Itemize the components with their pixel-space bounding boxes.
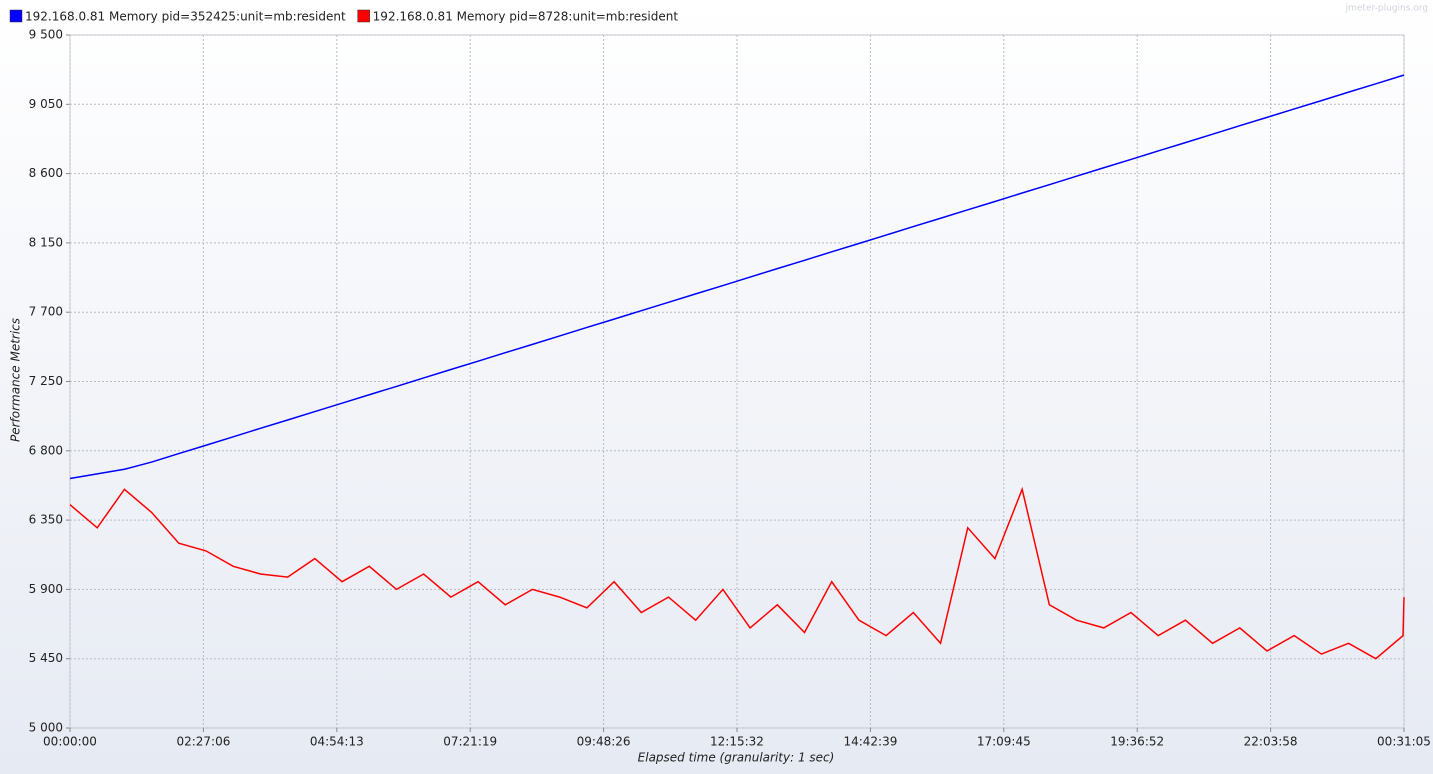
y-tick-label: 7 700 — [29, 305, 63, 319]
x-tick-label: 04:54:13 — [310, 735, 364, 749]
watermark: jmeter-plugins.org — [1345, 4, 1428, 14]
y-tick-label: 6 800 — [29, 443, 63, 457]
x-tick-label: 02:27:06 — [176, 735, 230, 749]
y-tick-label: 8 600 — [29, 166, 63, 180]
y-tick-label: 5 900 — [29, 582, 63, 596]
x-tick-label: 00:31:05 — [1377, 735, 1431, 749]
y-tick-label: 7 250 — [29, 374, 63, 388]
legend-label: 192.168.0.81 Memory pid=352425:unit=mb:r… — [25, 10, 346, 24]
y-tick-label: 8 150 — [29, 235, 63, 249]
y-tick-label: 5 450 — [29, 651, 63, 665]
y-axis-label: Performance Metrics — [9, 318, 23, 442]
legend-label: 192.168.0.81 Memory pid=8728:unit=mb:res… — [373, 10, 679, 24]
y-tick-label: 9 050 — [29, 97, 63, 111]
x-tick-label: 09:48:26 — [577, 735, 631, 749]
x-tick-label: 17:09:45 — [977, 735, 1031, 749]
x-axis-label: Elapsed time (granularity: 1 sec) — [638, 751, 835, 765]
x-tick-label: 12:15:32 — [710, 735, 764, 749]
series-line — [69, 74, 1405, 480]
legend-swatch — [357, 9, 370, 23]
y-tick-label: 6 350 — [29, 513, 63, 527]
x-tick-label: 07:21:19 — [443, 735, 497, 749]
x-tick-label: 00:00:00 — [43, 735, 97, 749]
x-tick-label: 19:36:52 — [1110, 735, 1164, 749]
y-tick-label: 5 000 — [29, 721, 63, 735]
x-tick-label: 22:03:58 — [1244, 735, 1298, 749]
legend-swatch — [9, 9, 23, 23]
x-tick-label: 14:42:39 — [843, 735, 897, 749]
series-line — [69, 486, 1405, 660]
y-tick-label: 9 500 — [29, 28, 63, 42]
